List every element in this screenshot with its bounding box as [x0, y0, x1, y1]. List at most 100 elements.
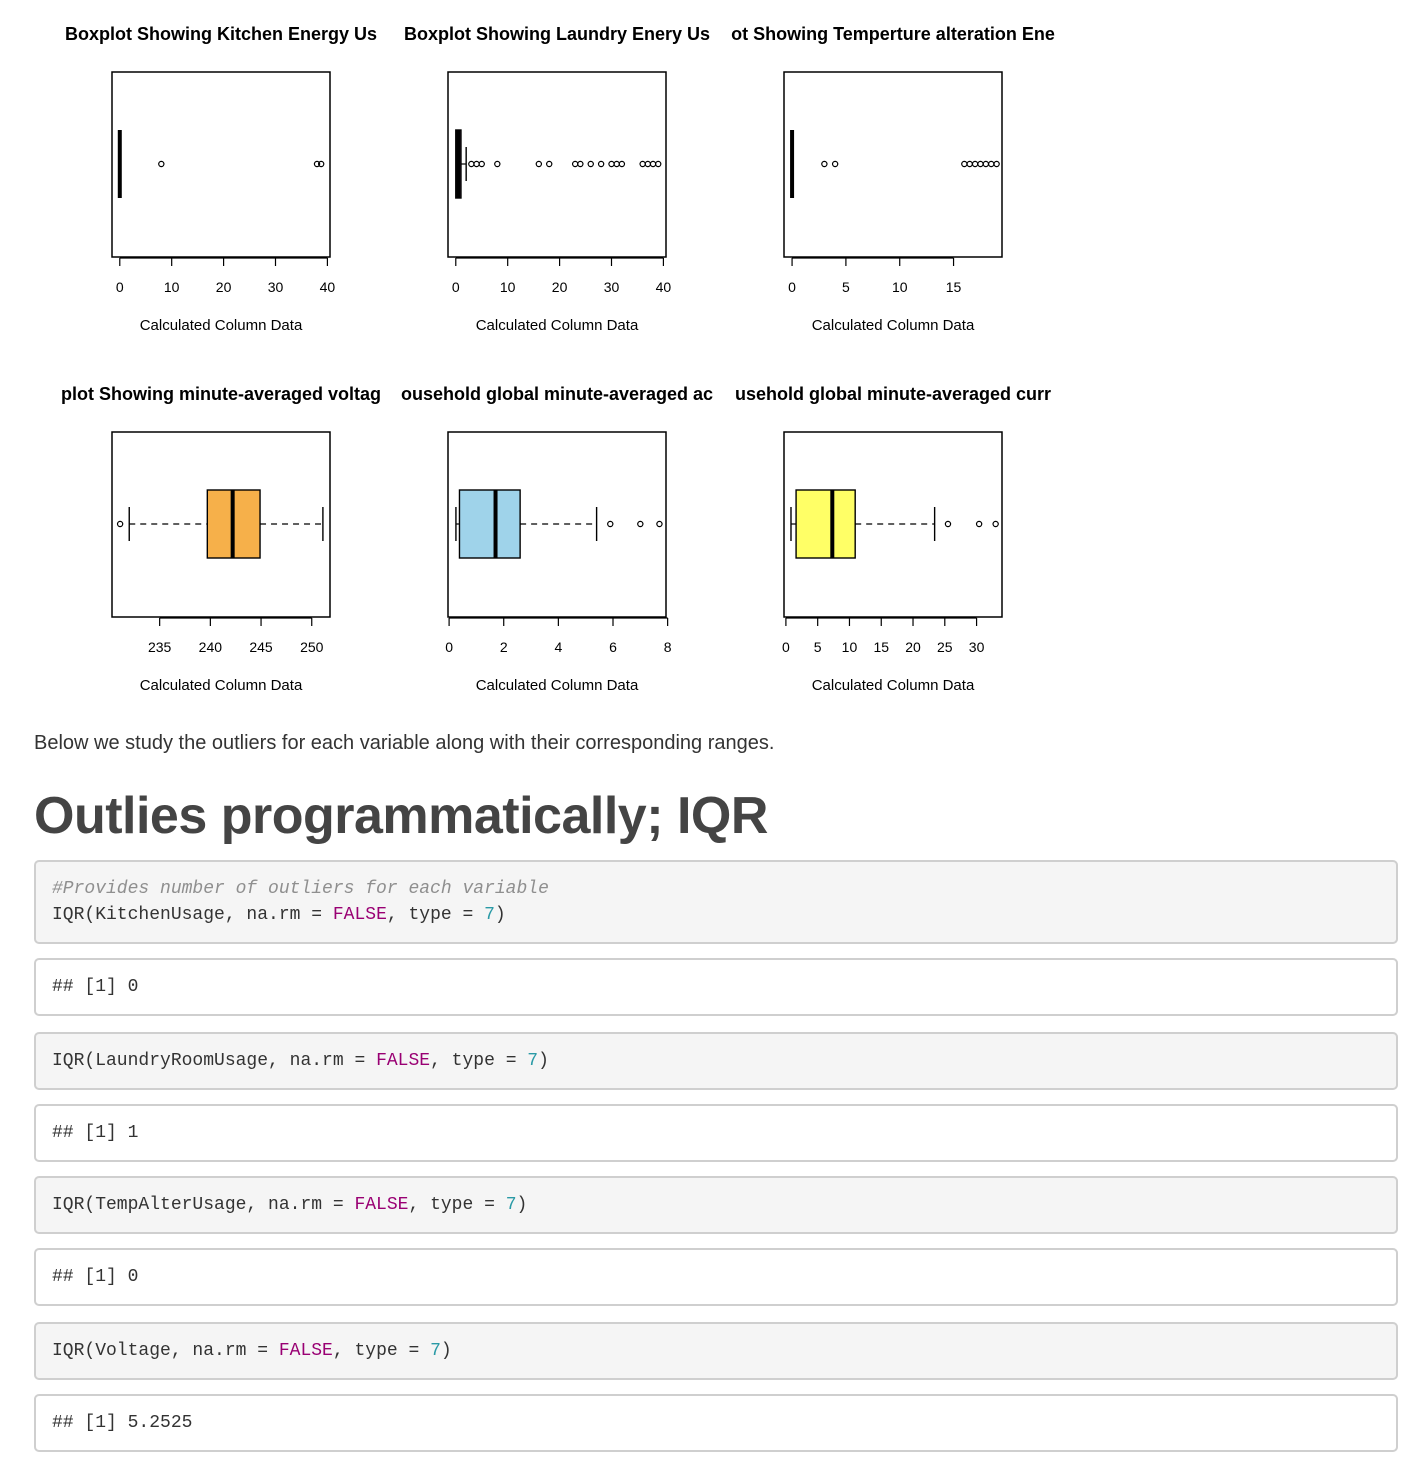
- outlier-point: [971, 160, 979, 168]
- x-tick-label: 20: [216, 279, 232, 295]
- outlier-point: [613, 160, 620, 168]
- output-block-laundry: ## [1] 1: [34, 1104, 1398, 1162]
- x-axis-label: Calculated Column Data: [812, 317, 975, 334]
- outlier-point: [944, 520, 952, 528]
- boxplot-grid: Boxplot Showing Kitchen Energy Us0 10 20 30…: [61, 24, 1055, 694]
- code-block-tempalter[interactable]: IQR(TempAlterUsage, na.rm = FALSE, type …: [34, 1176, 1398, 1234]
- chart-title: Boxplot Showing Kitchen Energy Us: [65, 24, 377, 44]
- x-axis-label: Calculated Column Data: [812, 677, 975, 694]
- iqr-box: [458, 489, 521, 559]
- x-tick-label: 15: [873, 639, 889, 655]
- boxplot-panel-4: plot Showing minute-averaged voltag 235 24…: [61, 384, 381, 694]
- code-block-kitchen[interactable]: #Provides number of outliers for each va…: [34, 860, 1398, 944]
- code-keyword: FALSE: [354, 1195, 409, 1215]
- plot-frame: [111, 431, 331, 618]
- x-tick-label: 20: [552, 279, 568, 295]
- chart-title: plot Showing minute-averaged voltag: [61, 384, 381, 404]
- output-block-voltage: ## [1] 5.2525: [34, 1394, 1398, 1452]
- plot-frame: [111, 71, 331, 258]
- output-block-tempalter: ## [1] 0: [34, 1248, 1398, 1306]
- x-tick-label: 0: [445, 639, 453, 655]
- outlier-point: [494, 160, 501, 168]
- outlier-point: [982, 160, 990, 168]
- code-text: IQR(LaundryRoomUsage, na.rm =: [52, 1051, 377, 1071]
- output-text: ## [1] 5.2525: [52, 1413, 193, 1433]
- outlier-point: [975, 520, 983, 528]
- x-tick-label: 10: [164, 279, 180, 295]
- x-axis-label: Calculated Column Data: [140, 677, 303, 694]
- code-text: , type =: [386, 905, 485, 925]
- code-block-laundry[interactable]: IQR(LaundryRoomUsage, na.rm = FALSE, typ…: [34, 1032, 1398, 1090]
- outlier-point: [993, 160, 1000, 168]
- x-tick-label: 2: [500, 639, 508, 655]
- outlier-point: [571, 160, 579, 168]
- outlier-point: [831, 160, 839, 168]
- x-tick-label: 40: [656, 279, 672, 295]
- outlier-point: [468, 160, 475, 168]
- code-keyword: FALSE: [332, 905, 387, 925]
- x-tick-label: 5: [814, 639, 822, 655]
- outlier-point: [966, 160, 973, 168]
- output-block-kitchen: ## [1] 0: [34, 958, 1398, 1016]
- x-tick-label: 30: [604, 279, 620, 295]
- x-tick-label: 25: [937, 639, 953, 655]
- code-number: 7: [505, 1195, 517, 1215]
- code-number: 7: [484, 905, 495, 925]
- x-tick-label: 0: [452, 279, 460, 295]
- x-tick-label: 30: [969, 639, 985, 655]
- x-tick-label: 0: [782, 639, 790, 655]
- intro-paragraph: Below we study the outliers for each var…: [34, 732, 775, 754]
- code-block-voltage[interactable]: IQR(Voltage, na.rm = FALSE, type = 7): [34, 1322, 1398, 1380]
- code-text: ): [538, 1051, 549, 1071]
- x-tick-label: 40: [320, 279, 336, 295]
- outlier-point: [649, 160, 657, 168]
- iqr-box: [795, 489, 856, 559]
- x-tick-label: 20: [905, 639, 921, 655]
- boxplot-panel-6: usehold global minute-averaged curr 0 5 10 1…: [735, 384, 1051, 694]
- code-text: , type =: [408, 1195, 506, 1215]
- chart-title: Boxplot Showing Laundry Enery Us: [404, 24, 710, 44]
- outlier-point: [988, 160, 995, 168]
- outlier-point: [608, 160, 615, 168]
- code-text: , type =: [430, 1051, 528, 1071]
- section-heading: Outlies programmatically; IQR: [34, 787, 768, 845]
- x-tick-label: 8: [664, 639, 672, 655]
- x-tick-label: 5: [842, 279, 850, 295]
- output-text: ## [1] 0: [52, 1267, 139, 1287]
- boxplot-panel-1: Boxplot Showing Kitchen Energy Us 0 10 20 30…: [65, 24, 377, 334]
- outlier-point: [655, 160, 662, 168]
- x-tick-label: 235: [148, 639, 172, 655]
- x-tick-label: 10: [842, 639, 858, 655]
- plot-frame: [783, 71, 1003, 258]
- x-tick-label: 245: [249, 639, 273, 655]
- outlier-point: [656, 520, 663, 528]
- outlier-point: [158, 160, 165, 168]
- plot-frame: [447, 71, 667, 258]
- x-tick-label: 0: [116, 279, 124, 295]
- outlier-point: [607, 520, 614, 528]
- x-axis-label: Calculated Column Data: [476, 317, 639, 334]
- outlier-point: [317, 160, 325, 168]
- chart-title: ousehold global minute-averaged ac: [401, 384, 713, 404]
- outlier-point: [116, 520, 124, 528]
- chart-title: ot Showing Temperture alteration Ene: [731, 24, 1055, 44]
- x-tick-label: 15: [946, 279, 962, 295]
- x-axis-label: Calculated Column Data: [140, 317, 303, 334]
- x-tick-label: 10: [892, 279, 908, 295]
- outlier-point: [473, 160, 480, 168]
- outlier-point: [597, 160, 605, 168]
- outlier-point: [587, 160, 594, 168]
- outlier-point: [961, 160, 968, 168]
- outlier-point: [821, 160, 828, 168]
- output-text: ## [1] 0: [52, 977, 139, 997]
- x-tick-label: 10: [500, 279, 516, 295]
- code-number: 7: [430, 1341, 441, 1361]
- x-tick-label: 6: [609, 639, 617, 655]
- code-text: , type =: [332, 1341, 431, 1361]
- code-text: ): [494, 905, 506, 925]
- code-text: IQR(KitchenUsage, na.rm =: [52, 905, 333, 925]
- code-text: ): [440, 1341, 452, 1361]
- code-keyword: FALSE: [278, 1341, 333, 1361]
- outlier-point: [637, 520, 644, 528]
- x-axis-label: Calculated Column Data: [476, 677, 639, 694]
